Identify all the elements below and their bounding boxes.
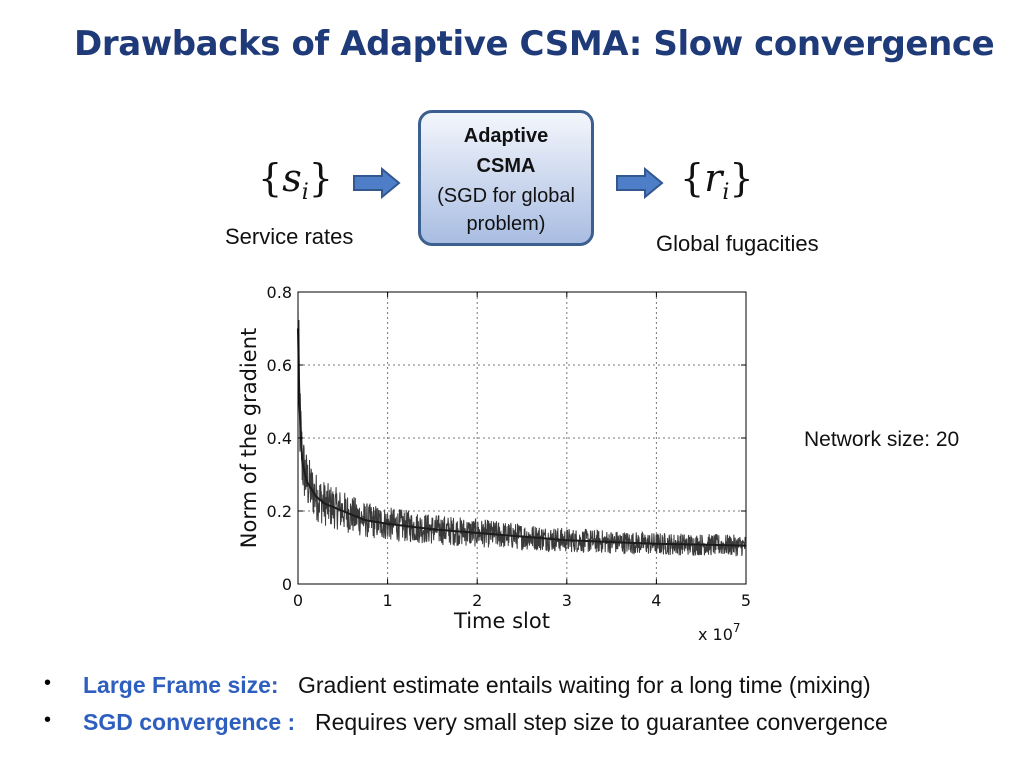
input-sub: i — [301, 180, 309, 205]
box-line-4: problem) — [466, 213, 546, 235]
y-tick-label: 0.2 — [267, 502, 292, 521]
y-tick-label: 0.6 — [267, 356, 292, 375]
input-caption: Service rates — [225, 224, 354, 249]
bullet-label: SGD convergence : — [83, 709, 296, 735]
bullet-dot: • — [44, 672, 52, 694]
x-tick-label: 2 — [472, 591, 482, 610]
output-symbol: {ri} — [680, 156, 754, 205]
box-line-1: Adaptive — [463, 125, 549, 147]
x-tick-label: 1 — [383, 591, 393, 610]
output-caption: Global fugacities — [656, 231, 819, 256]
bullet-text: Gradient estimate entails waiting for a … — [298, 672, 871, 698]
input-brace-close: } — [308, 156, 333, 200]
input-brace-open: { — [258, 156, 283, 200]
left-arrow-icon — [353, 167, 401, 199]
gradient-norm-chart: 0 1 2 3 4 5 0 0.2 0.4 0.6 0.8 Norm of the gradient… — [237, 283, 752, 640]
box-line-2: CSMA — [476, 155, 536, 177]
bullet-dot: • — [44, 709, 52, 731]
chart-grid — [298, 292, 746, 584]
y-tick-label: 0 — [282, 575, 292, 594]
y-tick-label: 0.4 — [267, 429, 292, 448]
output-brace-open: { — [680, 156, 705, 200]
output-var: r — [704, 156, 723, 200]
x-axis-label: Time slot — [453, 609, 550, 633]
y-axis-label: Norm of the gradient — [237, 328, 261, 548]
adaptive-csma-box: Adaptive CSMA (SGD for global problem) — [418, 110, 594, 246]
slide-title: Drawbacks of Adaptive CSMA: Slow converg… — [74, 24, 995, 64]
x-tick-label: 5 — [741, 591, 751, 610]
chart-ticks: 0 1 2 3 4 5 0 0.2 0.4 0.6 0.8 — [267, 283, 752, 610]
input-var: s — [282, 156, 302, 200]
bullet-text: Requires very small step size to guarant… — [315, 709, 888, 735]
bullet-label: Large Frame size: — [83, 672, 279, 698]
x-tick-label: 0 — [293, 591, 303, 610]
output-brace-close: } — [729, 156, 754, 200]
output-sub: i — [722, 180, 730, 205]
box-line-3: (SGD for global — [437, 185, 575, 207]
input-symbol: {si} — [258, 156, 333, 205]
x-multiplier-base: x 10 — [698, 625, 733, 640]
series-line — [297, 328, 747, 547]
right-arrow-icon — [616, 167, 664, 199]
x-tick-label: 3 — [562, 591, 572, 610]
series-noise-band — [297, 306, 747, 557]
y-tick-label: 0.8 — [267, 283, 292, 302]
x-multiplier-exponent: 7 — [733, 621, 741, 635]
x-axis-multiplier: x 107 — [698, 621, 741, 640]
network-size-note: Network size: 20 — [804, 428, 960, 451]
x-tick-label: 4 — [651, 591, 661, 610]
